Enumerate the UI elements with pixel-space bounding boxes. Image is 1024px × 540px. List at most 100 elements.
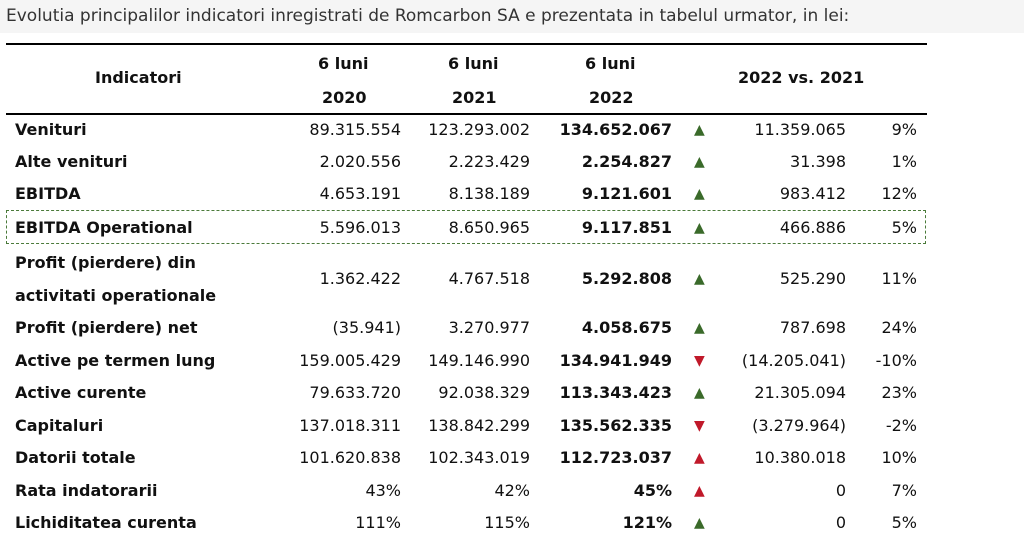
row-label: EBITDA Operational [15, 218, 193, 237]
table-row: EBITDA Operational 5.596.013 8.650.965 9… [0, 212, 1024, 244]
highlight-box-ebitda-operational [6, 210, 926, 244]
table-row: Alte venituri 2.020.556 2.223.429 2.254.… [0, 146, 1024, 178]
header-indicatori: Indicatori [95, 68, 182, 87]
value-2021: 102.343.019 [428, 448, 530, 467]
value-2021: 8.650.965 [448, 218, 530, 237]
table-row: EBITDA 4.653.191 8.138.189 9.121.601 ▲ 9… [0, 178, 1024, 210]
row-label: EBITDA [15, 184, 81, 203]
row-label: Active curente [15, 383, 147, 402]
difference-value: 10.380.018 [754, 448, 846, 467]
table-row: Capitaluri 137.018.311 138.842.299 135.5… [0, 410, 1024, 442]
value-2022: 9.121.601 [581, 184, 672, 203]
value-2022: 134.941.949 [559, 351, 672, 370]
arrow-up-icon: ▲ [694, 154, 705, 170]
row-label: Datorii totale [15, 448, 136, 467]
header-2021-line2: 2021 [452, 88, 497, 107]
value-2021: 123.293.002 [428, 120, 530, 139]
row-label: Capitaluri [15, 416, 104, 435]
value-2020: 159.005.429 [299, 351, 401, 370]
header-2022-line1: 6 luni [585, 54, 636, 73]
value-2022: 4.058.675 [581, 318, 672, 337]
row-label-line2: activitati operationale [15, 286, 217, 305]
percent-change: 1% [891, 152, 917, 171]
header-2021-line1: 6 luni [448, 54, 499, 73]
percent-change: 23% [881, 383, 917, 402]
row-label-line1: Profit (pierdere) din [15, 253, 196, 272]
arrow-up-icon: ▲ [694, 271, 705, 287]
arrow-up-icon: ▲ [694, 385, 705, 401]
value-2020: 43% [365, 481, 401, 500]
arrow-up-icon: ▲ [694, 515, 705, 531]
value-2022: 45% [633, 481, 672, 500]
value-2021: 3.270.977 [448, 318, 530, 337]
value-2020: 4.653.191 [319, 184, 401, 203]
difference-value: 11.359.065 [754, 120, 846, 139]
table-caption: Evolutia principalilor indicatori inregi… [0, 0, 1024, 33]
value-2021: 149.146.990 [428, 351, 530, 370]
arrow-up-icon: ▲ [694, 483, 705, 499]
arrow-down-icon: ▼ [694, 418, 705, 434]
value-2020: (35.941) [332, 318, 401, 337]
difference-value: 525.290 [779, 269, 846, 288]
value-2021: 4.767.518 [448, 269, 530, 288]
difference-value: 31.398 [790, 152, 846, 171]
value-2020: 111% [355, 513, 401, 532]
value-2020: 79.633.720 [309, 383, 401, 402]
arrow-up-icon: ▲ [694, 320, 705, 336]
value-2022: 113.343.423 [559, 383, 672, 402]
difference-value: 787.698 [779, 318, 846, 337]
value-2021: 115% [484, 513, 530, 532]
value-2020: 137.018.311 [299, 416, 401, 435]
difference-value: 466.886 [779, 218, 846, 237]
value-2021: 8.138.189 [448, 184, 530, 203]
difference-value: (3.279.964) [752, 416, 846, 435]
percent-change: 24% [881, 318, 917, 337]
row-label: Rata indatorarii [15, 481, 158, 500]
value-2022: 2.254.827 [581, 152, 672, 171]
row-label: Lichiditatea curenta [15, 513, 197, 532]
value-2021: 92.038.329 [438, 383, 530, 402]
value-2021: 42% [494, 481, 530, 500]
header-2022-line2: 2022 [589, 88, 634, 107]
table-row: Lichiditatea curenta 111% 115% 121% ▲ 0 … [0, 507, 1024, 539]
arrow-down-icon: ▼ [694, 353, 705, 369]
table-row: Profit (pierdere) din activitati operati… [0, 246, 1024, 312]
arrow-up-icon: ▲ [694, 220, 705, 236]
arrow-up-icon: ▲ [694, 122, 705, 138]
table-header-rule [6, 113, 927, 115]
percent-change: 5% [891, 513, 917, 532]
row-label: Active pe termen lung [15, 351, 216, 370]
value-2020: 1.362.422 [319, 269, 401, 288]
value-2021: 2.223.429 [448, 152, 530, 171]
difference-value: 0 [835, 513, 846, 532]
value-2022: 5.292.808 [581, 269, 672, 288]
arrow-up-icon: ▲ [694, 450, 705, 466]
table-row: Datorii totale 101.620.838 102.343.019 1… [0, 442, 1024, 474]
row-label: Profit (pierdere) net [15, 318, 198, 337]
percent-change: 12% [881, 184, 917, 203]
difference-value: (14.205.041) [741, 351, 846, 370]
row-label: Alte venituri [15, 152, 128, 171]
value-2022: 135.562.335 [559, 416, 672, 435]
table-row: Active curente 79.633.720 92.038.329 113… [0, 377, 1024, 409]
value-2022: 9.117.851 [581, 218, 672, 237]
difference-value: 0 [835, 481, 846, 500]
difference-value: 983.412 [779, 184, 846, 203]
value-2022: 112.723.037 [559, 448, 672, 467]
percent-change: -10% [875, 351, 917, 370]
value-2022: 134.652.067 [559, 120, 672, 139]
value-2020: 89.315.554 [309, 120, 401, 139]
header-2020-line1: 6 luni [318, 54, 369, 73]
table-row: Venituri 89.315.554 123.293.002 134.652.… [0, 114, 1024, 146]
value-2020: 2.020.556 [319, 152, 401, 171]
arrow-up-icon: ▲ [694, 186, 705, 202]
table-row: Active pe termen lung 159.005.429 149.14… [0, 345, 1024, 377]
value-2020: 101.620.838 [299, 448, 401, 467]
value-2021: 138.842.299 [428, 416, 530, 435]
header-comparison: 2022 vs. 2021 [738, 68, 865, 87]
difference-value: 21.305.094 [754, 383, 846, 402]
table-row: Rata indatorarii 43% 42% 45% ▲ 0 7% [0, 475, 1024, 507]
percent-change: 11% [881, 269, 917, 288]
value-2022: 121% [622, 513, 672, 532]
value-2020: 5.596.013 [319, 218, 401, 237]
